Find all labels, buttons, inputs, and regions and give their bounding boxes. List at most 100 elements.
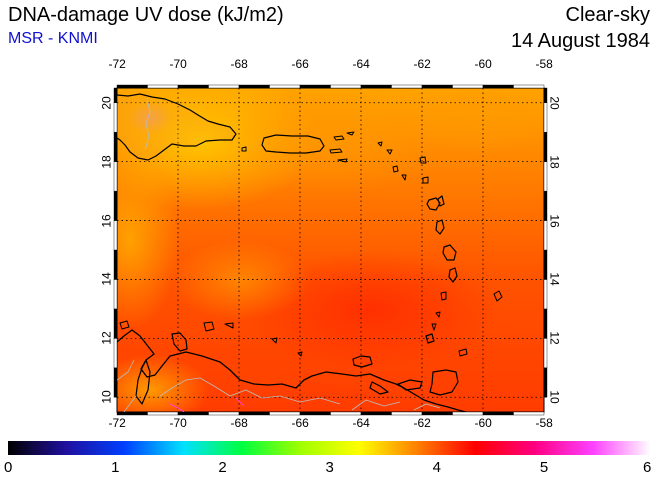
frame-band-top — [116, 84, 148, 89]
frame-band-top — [177, 84, 209, 89]
lat-tick-label-left: 10 — [99, 390, 114, 404]
lat-tick-label-right: 20 — [547, 96, 562, 110]
colorbar — [8, 441, 651, 455]
lon-tick-label-bottom: -68 — [230, 416, 248, 430]
colorbar-tick-label: 4 — [432, 459, 441, 476]
frame-band-left — [113, 249, 118, 280]
lat-tick-label-left: 20 — [99, 96, 114, 110]
frame-band-right — [543, 367, 548, 398]
frame-band-left — [113, 367, 118, 398]
frame-band-bottom — [238, 411, 270, 416]
coastline-dominica — [435, 219, 445, 235]
frame-band-bottom — [391, 411, 423, 416]
lon-tick-label-bottom: -60 — [474, 416, 492, 430]
frame-band-bottom — [452, 411, 484, 416]
frame-band-top — [391, 84, 423, 89]
frame-band-top — [299, 84, 331, 89]
borders-south-america — [117, 359, 441, 412]
coastline-mona — [241, 146, 247, 152]
frame-band-top — [269, 84, 301, 89]
coastline-trinidad — [429, 369, 459, 396]
frame-band-bottom — [116, 411, 148, 416]
frame-band-top — [147, 84, 179, 89]
lon-tick-label-bottom: -66 — [291, 416, 309, 430]
lon-tick-label-bottom: -64 — [352, 416, 370, 430]
frame-band-left — [113, 279, 118, 310]
lat-tick-label-right: 10 — [547, 390, 562, 404]
frame-band-top — [513, 84, 545, 89]
lon-tick-label-top: -68 — [230, 57, 248, 71]
frame-band-top — [208, 84, 240, 89]
coastline-st-vincent — [431, 291, 447, 331]
coastline-barbados — [493, 290, 503, 302]
coastline-bonaire — [203, 321, 234, 332]
frame-band-right — [543, 102, 548, 133]
borders-magenta — [169, 397, 245, 412]
frame-band-bottom — [269, 411, 301, 416]
colorbar-tick-label: 6 — [643, 459, 652, 476]
lon-tick-label-top: -70 — [169, 57, 187, 71]
colorbar-tick-label: 5 — [539, 459, 549, 476]
coastline-puerto-rico — [261, 134, 325, 154]
lat-tick-label-left: 16 — [99, 213, 114, 228]
lat-tick-label-right: 18 — [547, 154, 562, 169]
coastline-martinique — [442, 244, 457, 261]
frame-band-bottom — [513, 411, 545, 416]
frame-band-right — [543, 190, 548, 221]
lon-tick-label-bottom: -62 — [413, 416, 431, 430]
lon-tick-label-top: -58 — [535, 57, 553, 71]
coastline-guadeloupe — [426, 195, 445, 211]
frame-band-left — [113, 220, 118, 251]
frame-band-top — [421, 84, 453, 89]
coastline-st-lucia — [448, 267, 458, 283]
date-label: 14 August 1984 — [510, 30, 650, 52]
frame-band-left — [113, 190, 118, 221]
frame-band-bottom — [208, 411, 240, 416]
frame-band-bottom — [147, 411, 179, 416]
frame-band-right — [543, 308, 548, 339]
lon-tick-label-bottom: -58 — [535, 416, 553, 430]
frame-band-left — [113, 161, 118, 192]
graticule — [117, 88, 544, 412]
frame-band-bottom — [299, 411, 331, 416]
lat-tick-label-left: 18 — [99, 154, 114, 169]
uv-dose-field — [117, 88, 544, 412]
frame-band-left — [113, 308, 118, 339]
frame-band-left — [113, 338, 118, 369]
frame-band-left — [113, 87, 118, 103]
lat-tick-label-right: 16 — [547, 213, 562, 228]
lat-tick-label-right: 14 — [547, 272, 562, 287]
lat-tick-label-left: 12 — [99, 331, 114, 346]
colorbar-tick-label: 3 — [325, 459, 334, 476]
coastline-aruba — [119, 320, 130, 330]
frame-band-top — [482, 84, 514, 89]
frame-band-right — [543, 338, 548, 369]
frame-band-right — [543, 131, 548, 162]
lon-tick-label-bottom: -72 — [108, 416, 126, 430]
frame-band-bottom — [177, 411, 209, 416]
frame-band-right — [543, 249, 548, 280]
map-title: DNA-damage UV dose (kJ/m2) — [8, 4, 284, 26]
institution-label: MSR - KNMI — [8, 30, 98, 47]
lon-tick-label-bottom: -70 — [169, 416, 187, 430]
coastline-paria — [369, 379, 423, 395]
colorbar-tick-label: 0 — [4, 459, 13, 476]
coastline-las-aves — [271, 337, 303, 357]
coastline-grenada — [425, 333, 435, 344]
frame-band-bottom — [330, 411, 362, 416]
lon-tick-label-top: -64 — [352, 57, 370, 71]
lat-tick-label-right: 12 — [547, 331, 562, 346]
border-hispaniola — [144, 97, 151, 151]
frame-band-left — [113, 102, 118, 133]
lon-tick-label-top: -72 — [108, 57, 126, 71]
lat-tick-label-left: 14 — [99, 272, 114, 287]
coastline-vieques — [329, 148, 343, 154]
frame-band-top — [238, 84, 270, 89]
frame-band-bottom — [360, 411, 392, 416]
coastline-virgin-islands — [333, 131, 355, 163]
frame-band-bottom — [482, 411, 514, 416]
frame-band-left — [113, 131, 118, 162]
frame-band-right — [543, 279, 548, 310]
lon-tick-label-top: -62 — [413, 57, 431, 71]
frame-band-right — [543, 161, 548, 192]
